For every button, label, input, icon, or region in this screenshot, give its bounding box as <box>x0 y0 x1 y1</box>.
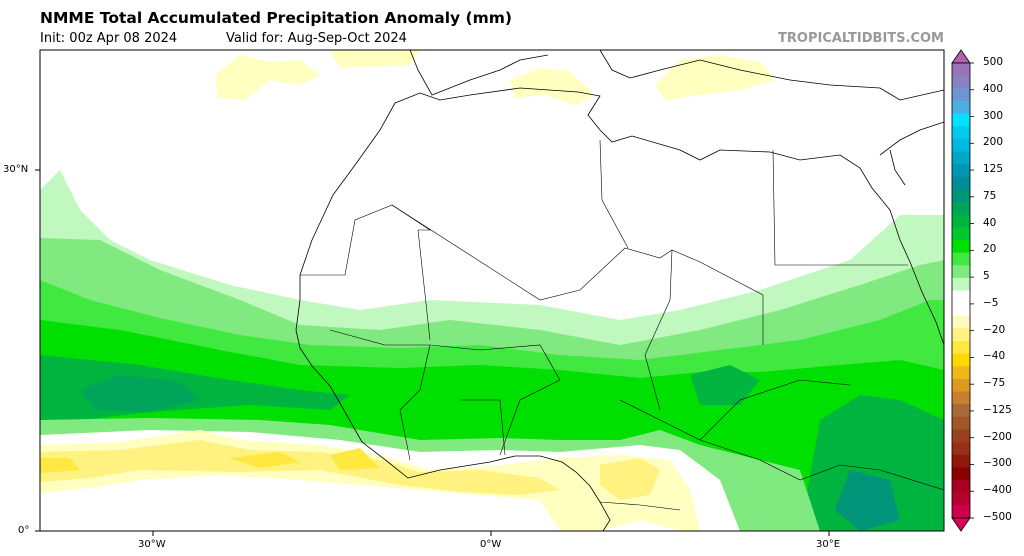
axis-ticks <box>35 169 830 536</box>
colorbar-label: −400 <box>983 484 1012 497</box>
colorbar-bin <box>952 202 970 216</box>
colorbar-bin <box>952 75 970 89</box>
colorbar-label: 200 <box>983 136 1004 149</box>
init-time: Init: 00z Apr 08 2024 <box>40 31 178 46</box>
colorbar-label: 20 <box>983 243 997 256</box>
colorbar-bin <box>952 404 970 418</box>
coastlines <box>295 50 944 531</box>
colorbar-bin <box>952 265 970 279</box>
colorbar-bin <box>952 126 970 140</box>
colorbar-label: 400 <box>983 82 1004 95</box>
colorbar-bin <box>952 113 970 127</box>
colorbar-label: −300 <box>983 457 1012 470</box>
colorbar-bin <box>952 353 970 367</box>
colorbar-bin <box>952 290 970 304</box>
colorbar-bin <box>952 429 970 443</box>
colorbar-bin <box>952 341 970 355</box>
colorbar-bin <box>952 138 970 152</box>
colorbar-label: −40 <box>983 350 1006 363</box>
colorbar-bin <box>952 492 970 506</box>
colorbar-label: −5 <box>983 296 999 309</box>
colorbar-bin <box>952 391 970 405</box>
colorbar-bin <box>952 505 970 519</box>
colorbar-extend-top <box>951 49 971 64</box>
colorbar-bin <box>952 164 970 178</box>
colorbar-bin <box>952 303 970 317</box>
colorbar-bin <box>952 88 970 102</box>
colorbar-bin <box>952 100 970 115</box>
colorbar-label: 5 <box>983 270 990 283</box>
colorbar-frame <box>951 62 971 519</box>
lat-label-0: 0° <box>18 525 30 536</box>
colorbar-bin <box>952 227 970 241</box>
colorbar-bin <box>952 442 970 456</box>
colorbar-label: 125 <box>983 163 1004 176</box>
country-borders <box>300 139 944 511</box>
colorbar-bin <box>952 277 970 291</box>
colorbar-bin <box>952 378 970 393</box>
colorbar-label: −200 <box>983 430 1012 443</box>
colorbar-label: −75 <box>983 377 1006 390</box>
map-title: NMME Total Accumulated Precipitation Ano… <box>40 9 512 27</box>
colorbar-bin <box>952 366 970 380</box>
colorbar-bin <box>952 467 970 481</box>
lat-label-30n: 30°N <box>3 164 29 175</box>
colorbar-bin <box>952 63 970 77</box>
lon-label-30e: 30°E <box>816 539 841 550</box>
colorbar-extend-bottom <box>951 517 971 532</box>
colorbar-bin <box>952 416 970 431</box>
colorbar-bin <box>952 454 970 468</box>
anomaly-fill <box>40 50 944 531</box>
colorbar-label: 300 <box>983 109 1004 122</box>
colorbar-bin <box>952 315 970 329</box>
colorbar-label: −20 <box>983 323 1006 336</box>
brand-watermark: TROPICALTIDBITS.COM <box>778 31 944 46</box>
colorbar-bin <box>952 252 970 266</box>
lon-label-0: 0°W <box>480 539 502 550</box>
valid-period: Valid for: Aug-Sep-Oct 2024 <box>226 31 407 46</box>
colorbar-bin <box>952 328 970 342</box>
colorbar-label: 40 <box>983 216 997 229</box>
colorbar-label: 500 <box>983 56 1004 68</box>
colorbar-bin <box>952 239 970 254</box>
colorbar-bin <box>952 176 970 190</box>
colorbar-bin <box>952 214 970 228</box>
lon-label-30w: 30°W <box>138 539 166 550</box>
map-frame <box>39 49 945 532</box>
colorbar-label: 75 <box>983 189 997 202</box>
colorbar-bin <box>952 480 970 494</box>
colorbar <box>951 49 974 532</box>
colorbar-bin <box>952 189 970 203</box>
colorbar-label: −500 <box>983 511 1012 523</box>
colorbar-bin <box>952 151 970 165</box>
colorbar-label: −125 <box>983 403 1012 416</box>
